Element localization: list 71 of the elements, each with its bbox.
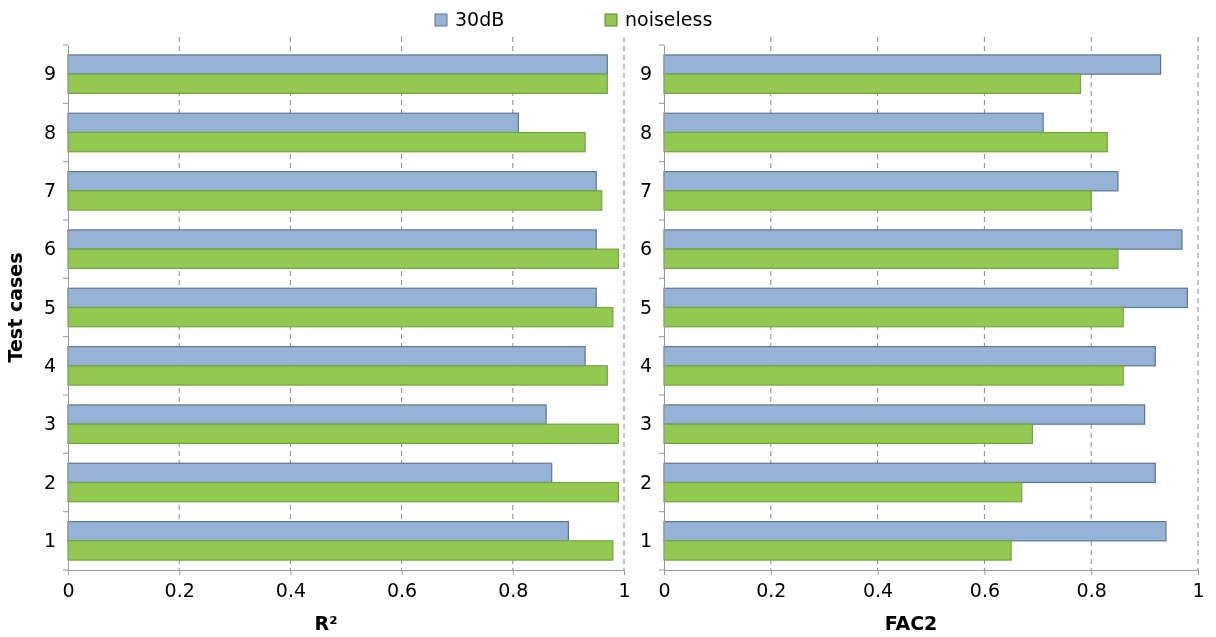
bar: [663, 423, 1034, 445]
y-tick-label: 7: [639, 178, 652, 201]
y-tick-label: 1: [639, 528, 652, 551]
bar: [67, 423, 620, 445]
legend-label: 30dB: [455, 8, 505, 30]
y-tick-label: 4: [43, 353, 56, 376]
bar: [67, 404, 547, 425]
x-tick-label: 0.6: [386, 579, 418, 601]
x-tick-label: 0.4: [862, 579, 894, 601]
y-tick-label: 6: [43, 237, 56, 260]
y-tick-label: 3: [43, 412, 56, 435]
y-tick-label: 8: [43, 120, 56, 143]
bar: [663, 54, 1162, 75]
bar: [663, 481, 1023, 503]
bar: [663, 229, 1183, 250]
bar: [67, 287, 597, 309]
x-tick-label: 0.2: [164, 579, 195, 601]
bar: [67, 540, 614, 561]
bar: [663, 248, 1119, 270]
bar: [67, 170, 597, 192]
x-axis-title: R²: [314, 612, 338, 634]
bar: [663, 170, 1119, 192]
y-tick-label: 5: [43, 295, 56, 318]
y-tick-label: 7: [43, 178, 56, 201]
y-tick-label: 1: [43, 528, 56, 551]
bar: [663, 306, 1124, 328]
bar: [663, 462, 1156, 484]
bar: [67, 345, 586, 367]
bar: [67, 365, 608, 386]
legend-label: noiseless: [625, 8, 713, 30]
bar: [663, 112, 1044, 134]
bar: [663, 365, 1124, 386]
bar: [67, 248, 620, 270]
bar: [663, 520, 1167, 542]
y-axis-title: Test cases: [4, 252, 26, 363]
y-tick-label: 2: [43, 470, 56, 493]
bar: [663, 190, 1092, 211]
x-tick-label: 0.4: [275, 579, 307, 601]
bar: [663, 540, 1012, 561]
y-tick-label: 9: [43, 62, 56, 85]
y-tick-label: 9: [639, 62, 652, 85]
x-tick-label: 0.8: [498, 579, 529, 601]
x-axis-title: FAC2: [884, 612, 938, 634]
bar: [663, 73, 1082, 95]
bar: [663, 287, 1188, 309]
bar: [67, 229, 597, 250]
bar: [67, 112, 519, 134]
y-tick-label: 6: [639, 237, 652, 260]
bar: [67, 481, 620, 503]
y-tick-label: 5: [639, 295, 652, 318]
bar: [67, 131, 586, 153]
bar: [67, 73, 608, 95]
x-tick-label: 0: [658, 579, 671, 601]
bar: [663, 404, 1146, 425]
x-tick-label: 0.8: [1076, 579, 1107, 601]
bar: [67, 306, 614, 328]
x-tick-label: 0: [62, 579, 75, 601]
x-tick-label: 0.6: [969, 579, 1001, 601]
bar: [67, 462, 553, 484]
x-tick-label: 1: [1192, 579, 1205, 601]
y-tick-label: 8: [639, 120, 652, 143]
bar: [663, 131, 1108, 153]
bar: [67, 190, 603, 211]
bar: [67, 520, 569, 542]
y-tick-label: 4: [639, 353, 652, 376]
x-tick-label: 0.2: [756, 579, 787, 601]
bar: [663, 345, 1156, 367]
y-tick-label: 3: [639, 412, 652, 435]
x-tick-label: 1: [618, 579, 631, 601]
bar: [67, 54, 608, 75]
y-tick-label: 2: [639, 470, 652, 493]
